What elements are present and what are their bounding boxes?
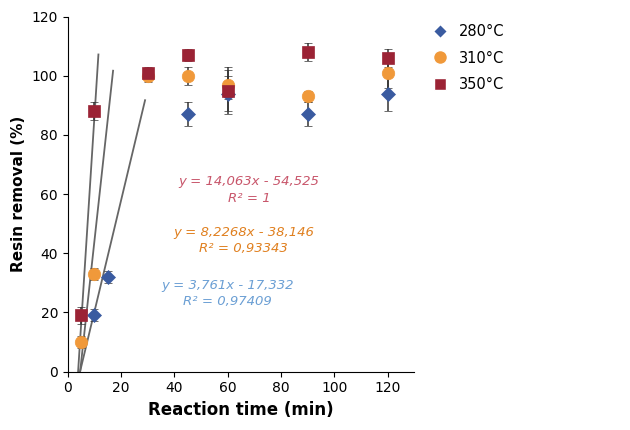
Text: y = 3,761x - 17,332: y = 3,761x - 17,332 xyxy=(161,279,294,292)
Text: y = 14,063x - 54,525: y = 14,063x - 54,525 xyxy=(178,175,319,188)
Y-axis label: Resin removal (%): Resin removal (%) xyxy=(11,116,26,272)
Text: y = 8,2268x - 38,146: y = 8,2268x - 38,146 xyxy=(173,225,314,239)
X-axis label: Reaction time (min): Reaction time (min) xyxy=(148,401,334,419)
Text: R² = 0,93343: R² = 0,93343 xyxy=(199,242,288,255)
Legend: 280°C, 310°C, 350°C: 280°C, 310°C, 350°C xyxy=(425,24,504,92)
Text: R² = 1: R² = 1 xyxy=(227,191,270,205)
Text: R² = 0,97409: R² = 0,97409 xyxy=(183,295,272,308)
